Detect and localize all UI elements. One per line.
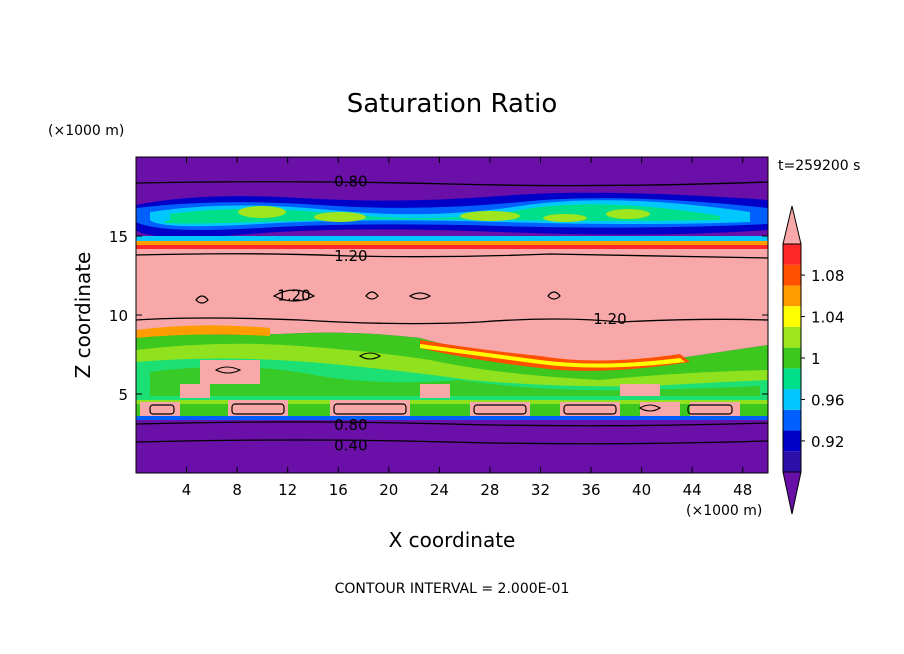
x-tick-label: 20 (379, 481, 398, 499)
colorbar-tick-label: 0.92 (811, 433, 844, 451)
x-tick-label: 4 (182, 481, 192, 499)
contour-label: 0.40 (334, 437, 367, 455)
y-axis-label: Z coordinate (71, 252, 95, 379)
x-tick-label: 28 (480, 481, 499, 499)
colorbar-swatch (783, 285, 801, 307)
colorbar-swatch (783, 326, 801, 348)
x-tick-label: 44 (683, 481, 702, 499)
colorbar-under-triangle (782, 471, 802, 515)
colorbar-swatch (783, 306, 801, 327)
colorbar-swatch (783, 264, 801, 286)
x-tick-label: 24 (430, 481, 449, 499)
colorbar-swatch (783, 389, 801, 410)
colorbar-swatch (783, 430, 801, 452)
colorbar-tick-label: 1.08 (811, 267, 844, 285)
x-tick-label: 16 (329, 481, 348, 499)
x-tick-label: 8 (232, 481, 242, 499)
y-tick-label: 15 (109, 228, 128, 246)
x-tick-label: 40 (632, 481, 651, 499)
contour-label: 0.80 (334, 416, 367, 434)
colorbar-swatch (783, 347, 801, 369)
colorbar-tick-label: 1.04 (811, 309, 844, 327)
contour-label: 1.20 (334, 247, 367, 265)
contour-label: 1.20 (593, 310, 626, 328)
contour-label: 1.20 (277, 286, 310, 304)
chart-title: Saturation Ratio (347, 89, 558, 119)
x-axis-label: X coordinate (389, 528, 516, 552)
colorbar-swatch (783, 451, 801, 472)
x-unit-label: (×1000 m) (686, 503, 762, 519)
contour-interval-footer: CONTOUR INTERVAL = 2.000E-01 (335, 581, 570, 597)
x-tick-label: 32 (531, 481, 550, 499)
colorbar-tick-label: 1 (811, 350, 821, 368)
x-tick-label: 36 (581, 481, 600, 499)
colorbar-swatch (783, 368, 801, 390)
plot-area: 0.80 1.20 1.20 1.20 0.80 0.40 (136, 157, 768, 473)
colorbar-tick-label: 0.96 (811, 391, 844, 409)
y-tick-label: 10 (109, 307, 128, 325)
x-tick-label: 12 (278, 481, 297, 499)
contour-label: 0.80 (334, 173, 367, 191)
time-label: t=259200 s (778, 158, 860, 174)
colorbar-over-triangle (782, 205, 802, 245)
colorbar-swatch (783, 244, 801, 265)
colorbar-swatch (783, 409, 801, 431)
colorbar: 0.92 0.96 1 1.04 1.08 (782, 205, 844, 515)
y-tick-label: 5 (118, 386, 128, 404)
x-tick-label: 48 (733, 481, 752, 499)
y-unit-label: (×1000 m) (48, 123, 124, 139)
